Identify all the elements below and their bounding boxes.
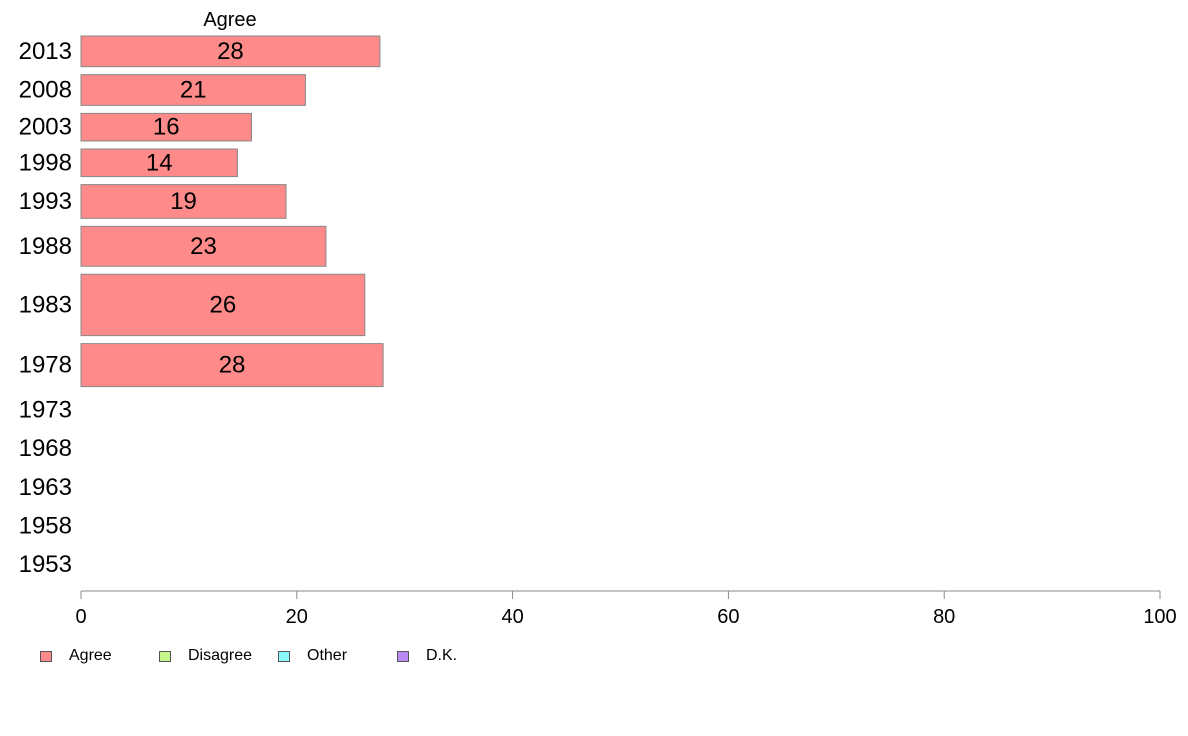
legend-item-dk: D.K. (397, 645, 457, 667)
bar (80, 225, 327, 267)
bar-value-label: 28 (219, 352, 246, 379)
agree-swatch-icon (40, 650, 52, 662)
x-axis: 0 20 40 60 80 100 (75, 590, 1177, 628)
y-tick-label: 1983 (19, 291, 72, 318)
x-tick-label: 0 (75, 606, 86, 628)
y-axis-labels: 2013 2008 2003 1998 1993 1988 1983 1978 1973 1968… (19, 38, 72, 578)
y-tick-label: 1973 (19, 396, 72, 423)
x-tick-label: 100 (1143, 606, 1176, 628)
bar (80, 148, 238, 178)
legend-label-agree: Agree (69, 647, 112, 664)
bar-value-label: 21 (180, 77, 207, 104)
y-tick-label: 1958 (19, 512, 72, 539)
bar-value-label: 26 (210, 291, 237, 318)
y-tick-label: 2003 (19, 114, 72, 141)
x-tick-label: 20 (286, 606, 308, 628)
chart-title: Agree (203, 9, 256, 31)
y-tick-label: 1968 (19, 435, 72, 462)
bar (80, 184, 287, 219)
x-tick-label: 40 (501, 606, 523, 628)
dk-swatch-icon (397, 650, 409, 662)
y-tick-label: 1963 (19, 474, 72, 501)
y-tick-label: 2013 (19, 38, 72, 65)
y-tick-label: 1978 (19, 352, 72, 379)
y-tick-label: 1993 (19, 188, 72, 215)
legend: Agree Disagree Other D.K. (0, 645, 1188, 667)
x-tick-label: 80 (933, 606, 955, 628)
bar (80, 74, 306, 106)
bar-value-label: 23 (190, 233, 217, 260)
y-tick-label: 1953 (19, 551, 72, 578)
bar (80, 343, 384, 388)
legend-item-agree: Agree (40, 645, 112, 667)
legend-item-disagree: Disagree (159, 645, 252, 667)
y-tick-label: 1998 (19, 149, 72, 176)
bar (80, 112, 252, 142)
y-tick-label: 1988 (19, 233, 72, 260)
legend-label-disagree: Disagree (188, 647, 253, 664)
bar-value-label: 16 (153, 114, 180, 141)
bar-value-label: 28 (217, 38, 244, 65)
legend-item-other: Other (278, 645, 347, 667)
bar (80, 35, 381, 68)
y-tick-label: 2008 (19, 77, 72, 104)
bar (80, 273, 366, 337)
other-swatch-icon (278, 650, 290, 662)
disagree-swatch-icon (159, 650, 171, 662)
bar-value-label: 19 (170, 188, 197, 215)
legend-label-other: Other (307, 647, 348, 664)
x-tick-label: 60 (717, 606, 739, 628)
legend-label-dk: D.K. (426, 647, 458, 664)
bar-value-label: 14 (146, 149, 173, 176)
